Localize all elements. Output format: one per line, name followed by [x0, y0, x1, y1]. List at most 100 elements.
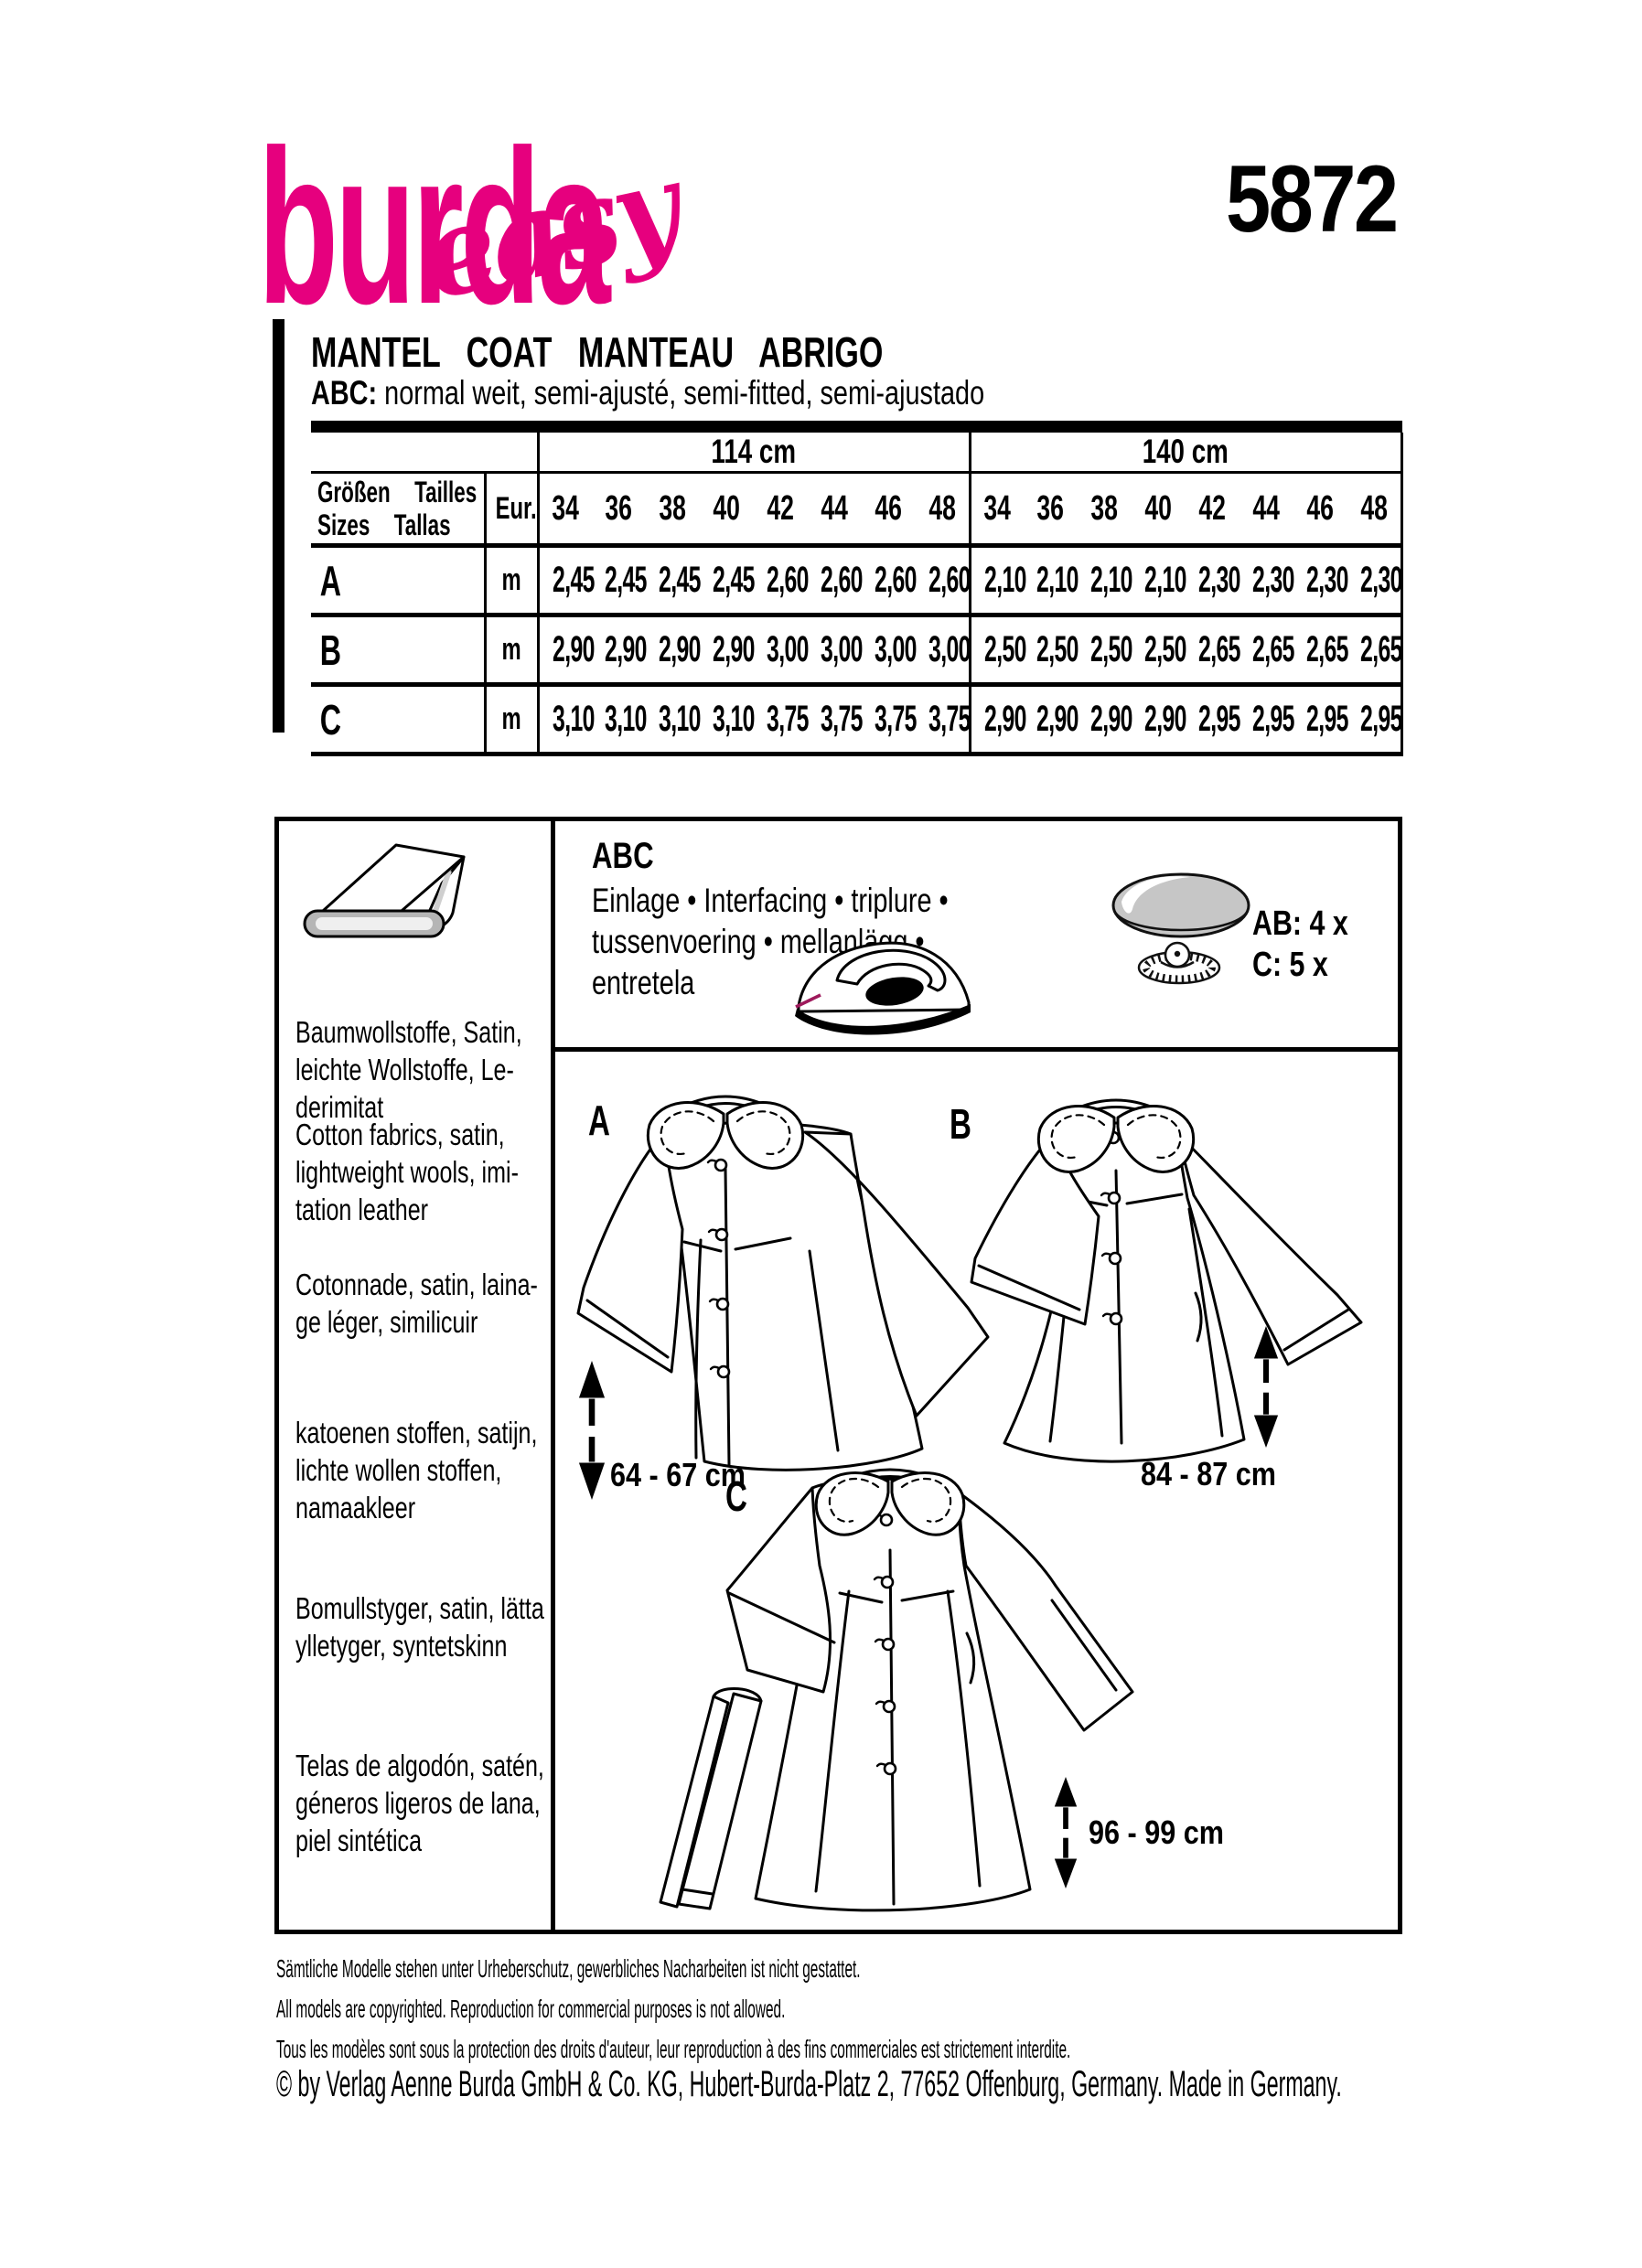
size-cell: 46: [1293, 472, 1348, 548]
length-arrow-icon-b: [1253, 1326, 1279, 1448]
quantity-cell: 2,65: [1186, 615, 1241, 687]
page-title: MANTEL COAT MANTEAU ABRIGO: [311, 328, 884, 376]
table-top-bar: [311, 421, 1402, 433]
quantity-cell: 2,65: [1293, 615, 1349, 687]
iron-icon: [795, 941, 971, 1035]
quantity-cell: 3,00: [754, 615, 809, 687]
quantity-cell: 2,90: [646, 615, 701, 687]
quantity-cell: 3,75: [862, 684, 917, 756]
view-c-label: C: [725, 1472, 747, 1520]
coat-c-drawing: [659, 1468, 1134, 1912]
quantity-cell: 2,30: [1186, 545, 1241, 617]
title-accent-bar: [273, 319, 284, 733]
unit-cell: m: [483, 545, 540, 617]
material-text-es: Telas de algodón, satén, géneros ligeros…: [295, 1749, 544, 1857]
quantity-cell: 2,60: [754, 545, 809, 617]
view-label-cell: A: [311, 545, 485, 617]
quantity-cell: 3,75: [754, 684, 809, 756]
table-row-view-a: A m 2,45 2,45 2,45 2,45 2,60 2,60 2,60 2,60 2,10…: [311, 545, 1403, 617]
notions-views-label: ABC: [592, 836, 654, 876]
size-cell: 40: [1132, 472, 1186, 548]
size-cell: 46: [862, 472, 916, 548]
materials-and-views-box: Baumwollstoffe, Satin, leichte Wollstoff…: [274, 817, 1402, 1934]
material-text-en: Cotton fabrics, satin, lightweight wools…: [295, 1118, 519, 1226]
copyright-line-en: All models are copyrighted. Reproduction…: [276, 1995, 786, 2023]
material-text-fr: Cotonnade, satin, laina- ge léger, simil…: [295, 1268, 538, 1339]
fabric-suggestions-column: Baumwollstoffe, Satin, leichte Wollstoff…: [279, 821, 555, 1930]
publisher-line: © by Verlag Aenne Burda GmbH & Co. KG, H…: [276, 2064, 1342, 2104]
view-c-length: 96 - 99 cm: [1089, 1813, 1225, 1851]
size-cell: 34: [970, 472, 1025, 548]
quantity-cell: 3,10: [646, 684, 701, 756]
quantity-cell: 2,65: [1240, 615, 1295, 687]
view-b-label: B: [950, 1100, 971, 1148]
quantity-cell: 3,00: [862, 615, 917, 687]
fit-text: normal weit, semi-ajusté, semi-fitted, s…: [377, 374, 985, 412]
sizes-header-row: Größen Tailles Sizes Tallas Eur. 34 36 38 40…: [311, 472, 1402, 548]
size-cell: 44: [808, 472, 862, 548]
quantity-cell: 2,45: [646, 545, 701, 617]
material-text-nl: katoenen stoffen, satijn, lichte wollen …: [295, 1416, 538, 1524]
burda-logo: burda: [258, 104, 611, 349]
view-a-label: A: [588, 1097, 610, 1144]
quantity-cell: 2,30: [1240, 545, 1295, 617]
fit-views-label: ABC:: [311, 374, 378, 412]
quantity-cell: 2,10: [1024, 545, 1079, 617]
quantity-cell: 2,95: [1347, 684, 1403, 756]
quantity-cell: 2,90: [1078, 684, 1133, 756]
width-140-header: 140 cm: [970, 433, 1402, 474]
quantity-cell: 3,10: [700, 684, 755, 756]
button-count-ab: AB: 4 x: [1252, 904, 1348, 943]
quantity-cell: 2,10: [1078, 545, 1133, 617]
quantity-cell: 2,50: [1078, 615, 1133, 687]
quantity-cell: 2,10: [1132, 545, 1187, 617]
size-cell: 38: [646, 472, 700, 548]
quantity-cell: 3,00: [808, 615, 863, 687]
quantity-cell: 2,60: [862, 545, 917, 617]
view-label-cell: C: [311, 684, 485, 756]
quantity-cell: 2,30: [1347, 545, 1403, 617]
quantity-cell: 2,90: [700, 615, 755, 687]
material-text-de: Baumwollstoffe, Satin, leichte Wollstoff…: [295, 1015, 522, 1124]
quantity-cell: 3,10: [592, 684, 647, 756]
pattern-number: 5872: [1226, 146, 1399, 252]
table-row-view-c: C m 3,10 3,10 3,10 3,10 3,75 3,75 3,75 3,75 2,90…: [311, 684, 1403, 756]
covered-buttons-icon: [1111, 872, 1250, 985]
quantity-cell: 2,50: [970, 615, 1026, 687]
eur-label-cell: Eur.: [483, 472, 540, 548]
interfacing-text: Einlage • Interfacing • triplure • tusse…: [592, 882, 949, 1001]
quantity-cell: 2,95: [1293, 684, 1349, 756]
size-cell: 44: [1240, 472, 1294, 548]
size-cell: 36: [592, 472, 646, 548]
size-cell: 42: [754, 472, 808, 548]
quantity-cell: 2,50: [1132, 615, 1187, 687]
fabric-width-header-row: 114 cm 140 cm: [311, 433, 1402, 474]
view-a-length: 64 - 67 cm: [610, 1456, 746, 1493]
quantity-cell: 2,45: [538, 545, 595, 617]
quantity-cell: 2,10: [970, 545, 1026, 617]
quantity-cell: 2,90: [1024, 684, 1079, 756]
quantity-cell: 2,90: [592, 615, 647, 687]
view-b-length: 84 - 87 cm: [1141, 1455, 1277, 1492]
fabric-quantity-table: 114 cm 140 cm Größen Tailles Sizes Tallas…: [311, 433, 1403, 756]
quantity-cell: 2,90: [1132, 684, 1187, 756]
unit-cell: m: [483, 684, 540, 756]
width-114-header: 114 cm: [538, 433, 971, 474]
size-cell: 38: [1078, 472, 1132, 548]
length-arrow-icon-a: [578, 1361, 606, 1500]
size-cell: 34: [538, 472, 592, 548]
fit-description: ABC: normal weit, semi-ajusté, semi-fitt…: [311, 375, 984, 412]
quantity-cell: 2,60: [808, 545, 863, 617]
button-count-c: C: 5 x: [1252, 946, 1328, 984]
quantity-cell: 3,00: [916, 615, 971, 687]
copyright-line-de: Sämtliche Modelle stehen unter Urhebersc…: [276, 1954, 861, 1983]
table-row-view-b: B m 2,90 2,90 2,90 2,90 3,00 3,00 3,00 3,00 2,50…: [311, 615, 1403, 687]
quantity-cell: 2,95: [1240, 684, 1295, 756]
unit-cell: m: [483, 615, 540, 687]
quantity-cell: 2,90: [970, 684, 1026, 756]
button-counts: AB: 4 x C: 5 x: [1252, 904, 1348, 986]
size-cell: 40: [700, 472, 754, 548]
quantity-cell: 2,60: [916, 545, 971, 617]
material-text-sv: Bomullstyger, satin, lätta ylletyger, sy…: [295, 1591, 544, 1663]
